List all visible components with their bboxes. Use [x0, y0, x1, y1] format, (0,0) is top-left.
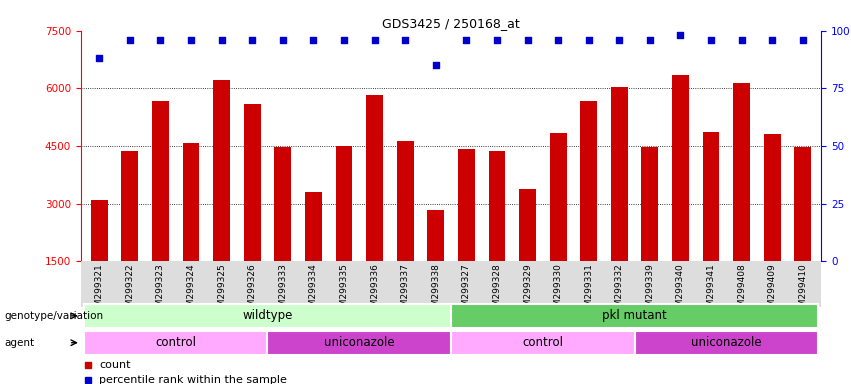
Text: GSM299338: GSM299338: [431, 263, 440, 318]
Bar: [764, 134, 780, 261]
Text: control: control: [155, 336, 197, 349]
Point: [765, 37, 779, 43]
Point: [490, 37, 504, 43]
Text: percentile rank within the sample: percentile rank within the sample: [100, 375, 288, 384]
Point: [153, 37, 167, 43]
Bar: [580, 101, 597, 261]
Bar: [267, 331, 451, 355]
Title: GDS3425 / 250168_at: GDS3425 / 250168_at: [382, 17, 520, 30]
Text: GSM299409: GSM299409: [768, 263, 777, 318]
Point: [796, 37, 809, 43]
Point: [429, 62, 443, 68]
Text: GSM299328: GSM299328: [493, 263, 501, 318]
Bar: [84, 304, 451, 328]
Point: [306, 37, 320, 43]
Bar: [734, 83, 750, 261]
Text: GSM299334: GSM299334: [309, 263, 318, 318]
Point: [184, 37, 197, 43]
Text: count: count: [100, 360, 131, 370]
Text: uniconazole: uniconazole: [324, 336, 395, 349]
Text: GSM299322: GSM299322: [125, 263, 134, 318]
Text: GSM299331: GSM299331: [584, 263, 593, 318]
Point: [93, 55, 106, 61]
Text: GSM299325: GSM299325: [217, 263, 226, 318]
Bar: [183, 143, 199, 261]
Bar: [427, 210, 444, 261]
Bar: [795, 147, 811, 261]
Text: wildtype: wildtype: [243, 310, 293, 322]
Text: GSM299333: GSM299333: [278, 263, 288, 318]
Bar: [611, 87, 628, 261]
Bar: [335, 146, 352, 261]
Point: [245, 37, 259, 43]
Text: GSM299329: GSM299329: [523, 263, 532, 318]
Text: genotype/variation: genotype/variation: [4, 311, 103, 321]
Bar: [458, 149, 475, 261]
Bar: [274, 147, 291, 261]
Bar: [91, 200, 107, 261]
Point: [398, 37, 412, 43]
Bar: [488, 151, 505, 261]
Point: [613, 37, 626, 43]
Bar: [366, 95, 383, 261]
Text: GSM299332: GSM299332: [614, 263, 624, 318]
Bar: [519, 189, 536, 261]
Bar: [243, 104, 260, 261]
Text: GSM299336: GSM299336: [370, 263, 379, 318]
Text: GSM299321: GSM299321: [94, 263, 104, 318]
Text: pkl mutant: pkl mutant: [603, 310, 667, 322]
Text: GSM299327: GSM299327: [462, 263, 471, 318]
Text: GSM299335: GSM299335: [340, 263, 348, 318]
Point: [214, 37, 228, 43]
Text: control: control: [523, 336, 563, 349]
Text: GSM299341: GSM299341: [706, 263, 716, 318]
Bar: [451, 331, 635, 355]
Bar: [84, 331, 267, 355]
Text: uniconazole: uniconazole: [691, 336, 762, 349]
Point: [735, 37, 749, 43]
Bar: [213, 80, 230, 261]
Bar: [550, 133, 567, 261]
Text: agent: agent: [4, 338, 34, 348]
Text: GSM299323: GSM299323: [156, 263, 165, 318]
Bar: [642, 147, 659, 261]
Bar: [122, 151, 138, 261]
Point: [123, 37, 137, 43]
Point: [521, 37, 534, 43]
Point: [460, 37, 473, 43]
Text: GSM299340: GSM299340: [676, 263, 685, 318]
Bar: [635, 331, 818, 355]
Text: GSM299337: GSM299337: [401, 263, 409, 318]
Bar: [397, 141, 414, 261]
Point: [705, 37, 718, 43]
Bar: [152, 101, 168, 261]
Bar: [305, 192, 322, 261]
Point: [337, 37, 351, 43]
Point: [551, 37, 565, 43]
Text: GSM299326: GSM299326: [248, 263, 257, 318]
Text: GSM299330: GSM299330: [554, 263, 563, 318]
Bar: [672, 75, 689, 261]
Bar: [451, 304, 818, 328]
Point: [276, 37, 289, 43]
Text: GSM299410: GSM299410: [798, 263, 808, 318]
Point: [582, 37, 596, 43]
Text: GSM299408: GSM299408: [737, 263, 746, 318]
Point: [674, 32, 688, 38]
Point: [643, 37, 657, 43]
Text: GSM299339: GSM299339: [645, 263, 654, 318]
Text: GSM299324: GSM299324: [186, 263, 196, 318]
Point: [368, 37, 381, 43]
Bar: [703, 132, 719, 261]
